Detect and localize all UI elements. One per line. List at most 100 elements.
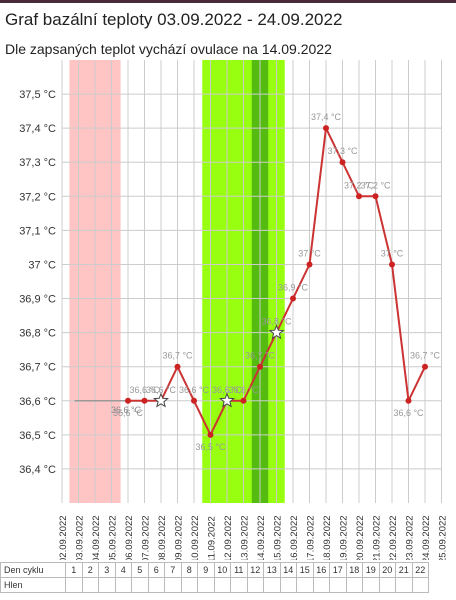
chart-title: Graf bazální teploty 03.09.2022 - 24.09.… [5,10,343,29]
data-label: 36,9 °C [278,283,309,293]
data-label: 37 °C [381,248,404,258]
cycle-day-cell: 1 [65,562,83,578]
temperature-point [141,397,148,404]
data-label: 36,6 °C [129,385,160,395]
data-label: 36,6 °C [228,385,259,395]
mucus-cell [180,577,198,593]
cycle-day-cell: 22 [411,562,429,578]
temperature-point [306,261,313,268]
temperature-point [207,431,214,438]
y-tick-label: 37 °C [28,259,56,271]
mucus-cell [395,577,413,593]
cycle-day-cell: 13 [263,562,281,578]
mucus-cell [147,577,165,593]
cycle-day-cell: 16 [312,562,330,578]
data-label: 36,7 °C [410,351,441,361]
mucus-cell [279,577,297,593]
x-tick-label: 25.09.2022 [438,515,449,560]
x-tick-label: 05.09.2022 [108,515,119,560]
cycle-day-cell: 11 [230,562,248,578]
y-tick-label: 36,9 °C [19,294,56,306]
y-tick-label: 36,5 °C [19,430,56,442]
temperature-point [405,397,412,404]
mucus-cell [329,577,347,593]
cycle-day-cell: 8 [180,562,198,578]
cycle-day-cell: 21 [395,562,413,578]
temperature-point [174,363,181,370]
data-label: 37,2 °C [344,180,375,190]
cycle-day-cell: 15 [296,562,314,578]
x-tick-label: 04.09.2022 [91,515,102,560]
cycle-day-row: Den cyklu 1 2 3 4 5 6 7 8 9 10 11 12 13 14 15 16 17 18 19 2… [0,562,429,578]
cycle-day-cell: 5 [131,562,149,578]
y-tick-label: 37,2 °C [19,191,56,203]
mucus-cell [296,577,314,593]
data-label: 37,3 °C [327,146,358,156]
temperature-star-marker [268,324,285,340]
temperature-point [125,397,131,404]
data-label: 36,7 °C [245,351,276,361]
mucus-cell [164,577,182,593]
mucus-cell [213,577,231,593]
x-tick-label: 13.09.2022 [240,515,251,560]
x-tick-label: 02.09.2022 [58,515,69,560]
mucus-cell [81,577,99,593]
data-label: 36,6 °C [179,385,210,395]
cycle-day-cell: 3 [98,562,116,578]
mucus-row: Hlen [0,577,429,593]
x-tick-label: 19.09.2022 [339,515,350,560]
x-tick-label: 11.09.2022 [207,516,218,560]
data-label: 36,6 °C [393,408,424,418]
x-tick-label: 10.09.2022 [190,515,201,560]
x-tick-label: 18.09.2022 [322,515,333,560]
temperature-star-marker [218,392,236,408]
temperature-point [240,397,247,404]
mucus-cell [114,577,132,593]
mucus-cell [197,577,215,593]
cycle-day-cell: 2 [81,562,99,578]
x-tick-label: 22.09.2022 [388,515,399,560]
x-tick-label: 21.09.2022 [372,515,383,560]
temperature-point [257,363,263,370]
x-tick-label: 24.09.2022 [421,515,432,560]
bbt-chart: 36,4 °C 36,5 °C 36,6 °C 36,7 °C 36,8 °C 36,9 … [19,60,449,560]
ovulation-subtitle: Dle zapsaných teplot vychází ovulace na … [5,41,332,57]
temperature-point [372,193,379,200]
cycle-day-cell: 10 [213,562,231,578]
cycle-day-cell: 9 [197,562,215,578]
temperature-point [422,363,428,370]
x-tick-label: 12.09.2022 [223,515,234,560]
data-label: 36,5 °C [195,442,226,452]
cycle-day-cell: 4 [114,562,132,578]
x-tick-label: 07.09.2022 [141,515,152,560]
cycle-day-cell: 12 [246,562,264,578]
data-label: 36,6 °C [212,385,243,395]
top-accent-bar [0,0,456,3]
y-tick-label: 37,3 °C [19,157,56,169]
y-tick-label: 37,1 °C [19,225,56,237]
baseline-label: 36,6 °C [111,405,142,415]
mucus-label: Hlen [0,577,66,593]
mucus-cell [98,577,116,593]
cycle-table: Den cyklu 1 2 3 4 5 6 7 8 9 10 11 12 13 14 15 16 17 18 19 2… [0,562,429,593]
x-tick-label: 09.09.2022 [174,515,185,560]
temperature-star-marker [152,392,170,408]
cycle-day-cell: 7 [164,562,182,578]
x-tick-label: 17.09.2022 [306,515,317,560]
x-tick-label: 15.09.2022 [273,515,284,560]
x-tick-label: 23.09.2022 [405,515,416,560]
x-tick-label: 08.09.2022 [157,515,168,560]
y-tick-label: 36,4 °C [19,464,56,476]
data-label: 37 °C [298,248,321,258]
temperature-point [323,125,329,132]
x-tick-label: 16.09.2022 [289,515,300,560]
mucus-cell [65,577,83,593]
data-label: 36,8 °C [261,317,292,327]
cycle-day-cell: 17 [329,562,347,578]
cycle-day-cell: 19 [362,562,380,578]
cycle-day-cell: 20 [378,562,396,578]
x-tick-label: 14.09.2022 [256,515,267,560]
cycle-day-label: Den cyklu [0,562,66,578]
mucus-cell [362,577,380,593]
mucus-cell [411,577,429,593]
